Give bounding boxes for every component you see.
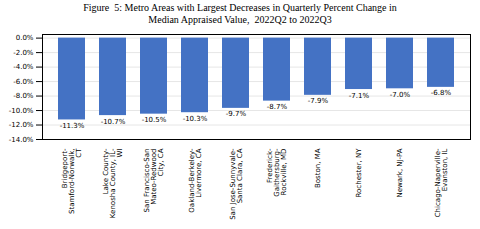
svg-text:-12.0%: -12.0%: [9, 121, 34, 129]
svg-text:-7.9%: -7.9%: [308, 97, 329, 105]
svg-text:Oakland-Berkeley-Livermore, CA: Oakland-Berkeley-Livermore, CA: [188, 148, 203, 213]
svg-text:-6.8%: -6.8%: [431, 89, 452, 97]
svg-text:Chicago-Naperville-Evanston, I: Chicago-Naperville-Evanston, IL: [434, 148, 449, 217]
svg-text:-4.0%: -4.0%: [13, 63, 34, 71]
svg-text:Rochester, NY: Rochester, NY: [355, 148, 363, 198]
svg-text:0.0%: 0.0%: [16, 34, 34, 42]
svg-text:-7.1%: -7.1%: [349, 92, 370, 100]
svg-text:Frederick-Gaithersburg-Rockvil: Frederick-Gaithersburg-Rockville, MD: [266, 148, 288, 197]
svg-text:San Jose-Sunnyvale-Santa Clara: San Jose-Sunnyvale-Santa Clara, CA: [229, 148, 244, 220]
svg-text:-8.0%: -8.0%: [13, 92, 34, 100]
svg-text:Newark, NJ-PA: Newark, NJ-PA: [396, 148, 404, 197]
svg-text:-14.0%: -14.0%: [9, 136, 34, 144]
svg-text:San Francisco-SanMateo-Redwood: San Francisco-SanMateo-RedwoodCity, CA: [143, 148, 165, 212]
svg-text:-7.0%: -7.0%: [390, 91, 411, 99]
svg-text:Bridgeport-Stamford-Norwalk,CT: Bridgeport-Stamford-Norwalk,CT: [61, 148, 83, 214]
svg-text:-9.7%: -9.7%: [226, 110, 247, 118]
svg-text:-10.7%: -10.7%: [101, 118, 126, 126]
svg-text:-10.5%: -10.5%: [142, 116, 167, 124]
svg-text:Boston, MA: Boston, MA: [314, 148, 322, 188]
svg-text:-6.0%: -6.0%: [13, 78, 34, 86]
svg-text:-10.3%: -10.3%: [183, 115, 208, 123]
svg-text:-10.0%: -10.0%: [9, 107, 34, 115]
svg-text:-11.3%: -11.3%: [60, 122, 85, 130]
svg-text:Lake County-Kenosha County, IL: Lake County-Kenosha County, IL-WI: [102, 148, 124, 218]
svg-text:-8.7%: -8.7%: [267, 103, 288, 111]
svg-text:-2.0%: -2.0%: [13, 49, 34, 57]
html-text:Figure 5: Metro Areas with Lar: Figure 5: Metro Areas with Largest Decre…: [83, 2, 397, 25]
